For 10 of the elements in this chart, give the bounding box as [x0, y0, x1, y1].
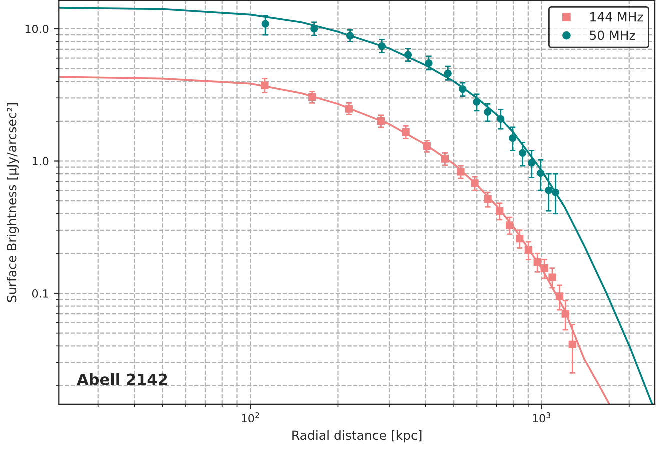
y-tick-label: 1.0 — [32, 157, 49, 166]
y-tick-label: 10.0 — [26, 24, 49, 34]
x-axis-title: Radial distance [kpc] — [292, 430, 422, 443]
x-tick-label: 10$^{2}$ — [242, 412, 260, 423]
legend-label: 144 MHz — [590, 12, 644, 22]
y-tick-label: 0.1 — [32, 289, 48, 298]
y-axis-title: Surface Brightness [μJy/arcsec²] — [7, 103, 20, 302]
legend-label: 50 MHz — [590, 30, 636, 40]
annotation: Abell 2142 — [77, 374, 168, 386]
x-tick-label: 10$^{3}$ — [533, 412, 551, 423]
